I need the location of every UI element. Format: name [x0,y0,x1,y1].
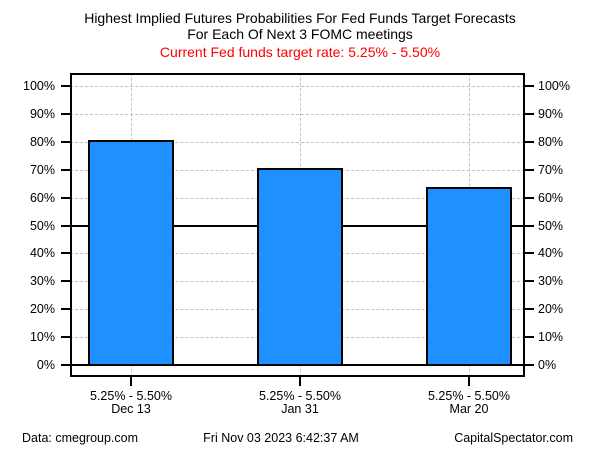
y-axis-tick-left [61,336,70,338]
y-axis-tick-right [525,252,534,254]
y-axis-label-left: 0% [36,358,55,372]
y-axis-label-right: 60% [538,191,564,205]
y-axis-tick-left [61,280,70,282]
y-axis-label-left: 10% [29,330,55,344]
y-axis-tick-left [61,252,70,254]
footer-site-credit: CapitalSpectator.com [454,431,573,445]
bar [257,168,343,366]
y-axis-tick-left [61,308,70,310]
x-axis-tick [299,377,301,386]
y-axis-tick-left [61,113,70,115]
y-axis-label-left: 100% [23,79,55,93]
y-axis-label-right: 80% [538,135,564,149]
y-axis-tick-right [525,280,534,282]
plot-border [70,73,525,377]
y-axis-tick-left [61,85,70,87]
y-axis-label-left: 30% [29,274,55,288]
y-axis-label-left: 80% [29,135,55,149]
y-axis-tick-right [525,85,534,87]
x-axis-tick [130,377,132,386]
y-axis-label-right: 0% [538,358,557,372]
gridline-horizontal [70,114,525,115]
chart-subtitle: Current Fed funds target rate: 5.25% - 5… [159,44,441,60]
x-axis-rate-label: 5.25% - 5.50% [90,389,172,403]
y-axis-tick-right [525,141,534,143]
y-axis-label-left: 60% [29,191,55,205]
bar [88,140,174,366]
y-axis-tick-left [61,141,70,143]
x-axis-category-label: Mar 20 [449,402,489,416]
y-axis-tick-right [525,225,534,227]
y-axis-tick-right [525,169,534,171]
y-axis-tick-right [525,113,534,115]
y-axis-tick-left [61,225,70,227]
chart-title-line2: For Each Of Next 3 FOMC meetings [187,26,413,42]
gridline-horizontal [70,142,525,143]
y-axis-tick-right [525,336,534,338]
footer-data-source: Data: cmegroup.com [22,431,139,445]
y-axis-label-left: 70% [29,163,55,177]
y-axis-label-left: 20% [29,302,55,316]
x-axis-category-label: Jan 31 [281,402,319,416]
y-axis-label-left: 90% [29,107,55,121]
y-axis-tick-left [61,364,70,366]
gridline-horizontal [70,86,525,87]
footer-timestamp: Fri Nov 03 2023 6:42:37 AM [203,431,359,445]
y-axis-label-left: 50% [29,219,55,233]
y-axis-label-right: 30% [538,274,564,288]
x-axis-rate-label: 5.25% - 5.50% [428,389,510,403]
x-axis-category-label: Dec 13 [111,402,151,416]
chart-title-line1: Highest Implied Futures Probabilities Fo… [84,10,516,26]
y-axis-tick-left [61,197,70,199]
bar [426,187,512,366]
y-axis-tick-right [525,197,534,199]
y-axis-label-right: 70% [538,163,564,177]
y-axis-tick-left [61,169,70,171]
y-axis-tick-right [525,364,534,366]
y-axis-tick-right [525,308,534,310]
y-axis-label-right: 40% [538,246,564,260]
x-axis-tick [468,377,470,386]
x-axis-rate-label: 5.25% - 5.50% [259,389,341,403]
y-axis-label-right: 20% [538,302,564,316]
y-axis-label-right: 100% [538,79,570,93]
y-axis-label-right: 50% [538,219,564,233]
y-axis-label-right: 10% [538,330,564,344]
y-axis-label-left: 40% [29,246,55,260]
y-axis-label-right: 90% [538,107,564,121]
